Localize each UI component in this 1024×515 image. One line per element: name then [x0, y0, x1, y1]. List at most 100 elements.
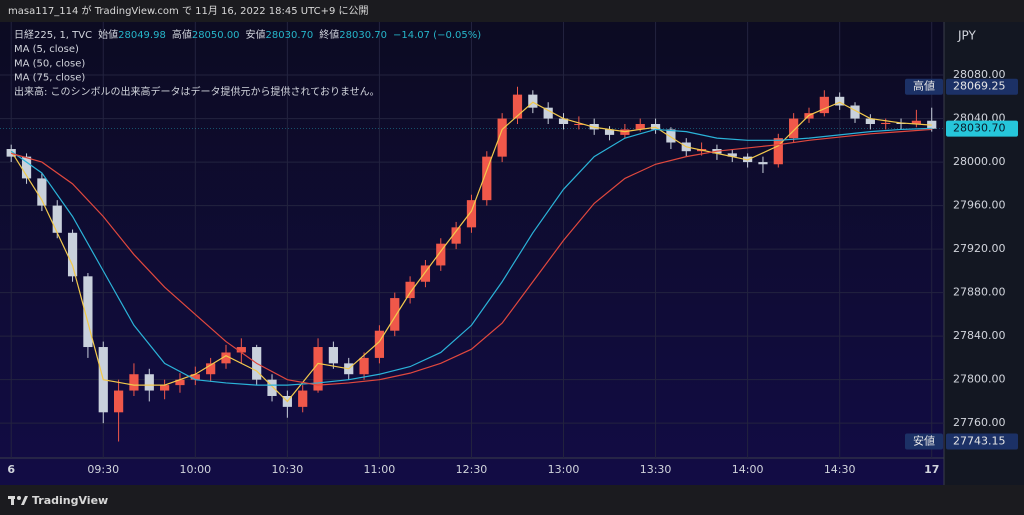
candle-body: [604, 129, 615, 135]
ohlc-legend: 日経225, 1, TVC 始値28049.98 高値28050.00 安値28030…: [14, 28, 481, 41]
candle-body: [436, 243, 446, 266]
candle-body: [773, 138, 783, 165]
legend-entry: MA (50, close): [14, 58, 85, 69]
legend-entry: MA (75, close): [14, 73, 85, 84]
candle-body: [727, 153, 737, 157]
candle-body: [789, 118, 799, 139]
candle-body: [83, 276, 93, 348]
candle-body: [451, 227, 461, 244]
marker-value-box: [946, 433, 1018, 450]
y-tick-label: 28000.00: [953, 155, 1006, 168]
marker-label: 安値: [913, 434, 935, 448]
ohlc-value: 28050.00: [192, 30, 240, 41]
ohlc-label: 安値: [246, 28, 266, 41]
change: −14.07 (−0.05%): [393, 30, 481, 41]
currency: JPY: [957, 29, 977, 43]
x-tick-label: 14:00: [732, 463, 764, 476]
candle-body: [313, 347, 323, 391]
candle-body: [819, 96, 829, 114]
ohlc-value: 28049.98: [118, 30, 166, 41]
x-tick-label: 09:30: [87, 463, 119, 476]
y-tick-label: 27800.00: [953, 373, 1006, 386]
publish-info: masa117_114 が TradingView.com で 11月 16, …: [8, 4, 369, 17]
candle-body: [113, 390, 124, 413]
candle-body: [850, 105, 860, 119]
x-tick-label: 13:00: [548, 463, 580, 476]
candle-body: [835, 96, 845, 106]
candle-body: [190, 374, 200, 380]
ohlc-label: 始値: [98, 28, 118, 41]
marker-label-box: [905, 433, 943, 450]
candle-body: [221, 352, 231, 364]
price-axis-background: [944, 22, 1024, 485]
candle-body: [635, 124, 645, 130]
last-price-box: [946, 120, 1018, 137]
volume-notice: 出来高: このシンボルの出来高データはデータ提供元から提供されておりません。: [14, 85, 380, 98]
candle-body: [374, 330, 385, 358]
candle-body: [528, 94, 538, 108]
y-tick-label: 27920.00: [953, 242, 1006, 255]
candle-body: [160, 385, 170, 391]
candle-body: [6, 149, 16, 157]
plot-background: [0, 22, 944, 485]
last-price-label: 28030.70: [953, 122, 1006, 135]
symbol: 日経225, 1, TVC: [14, 28, 92, 41]
ohlc-label: 高値: [172, 28, 192, 41]
y-tick-label: 27880.00: [953, 286, 1006, 299]
candle-body: [666, 129, 676, 143]
ohlc-label: 終値: [319, 28, 339, 41]
candle-body: [512, 94, 523, 119]
marker-label-box: [905, 78, 943, 95]
x-tick-label: 12:30: [456, 463, 488, 476]
ohlc-value: 28030.70: [339, 30, 387, 41]
candle-body: [497, 118, 507, 157]
marker-label: 高値: [913, 79, 935, 93]
ma-line: [11, 128, 932, 386]
x-tick-label: 10:30: [272, 463, 304, 476]
axes: 27760.00 27800.00 27840.00 27880.00 27920.00…: [7, 68, 1018, 476]
candle-body: [405, 281, 415, 299]
candle-body: [298, 390, 308, 407]
candle-body: [52, 205, 62, 233]
x-tick-label: 14:30: [824, 463, 856, 476]
candle-body: [911, 120, 921, 125]
candle-body: [359, 357, 369, 375]
x-tick-label: 6: [7, 463, 15, 476]
x-tick-label: 11:00: [364, 463, 396, 476]
plot: [0, 86, 944, 442]
y-tick-label: 27960.00: [953, 199, 1006, 212]
candle-body: [558, 118, 569, 125]
bottom-bar: [0, 485, 1024, 515]
tv-logo: [8, 496, 28, 505]
candle-body: [206, 363, 216, 375]
candle-body: [420, 265, 431, 282]
ma-line: [10, 101, 932, 403]
candle-body: [881, 122, 891, 125]
marker-value: 28069.25: [953, 80, 1006, 93]
candle-body: [543, 107, 553, 119]
candle-body: [21, 156, 32, 179]
x-tick-label: 13:30: [640, 463, 672, 476]
legend: MA (5, close) MA (50, close) MA (75, close…: [14, 44, 85, 84]
candle-body: [466, 200, 477, 228]
legend-entry: MA (5, close): [14, 44, 79, 55]
candle-body: [574, 124, 584, 126]
y-tick-label: 27840.00: [953, 329, 1006, 342]
candle-body: [37, 178, 47, 206]
candle-body: [758, 162, 768, 165]
top-bar: [0, 0, 1024, 22]
candle-body: [236, 347, 246, 353]
candle-body: [175, 379, 185, 386]
marker-value: 27743.15: [953, 435, 1006, 448]
candle-body: [328, 347, 338, 364]
candle-body: [67, 232, 78, 277]
candle-body: [144, 374, 154, 391]
y-tick-label: 28080.00: [953, 68, 1006, 81]
grid: [0, 22, 944, 458]
brand: TradingView: [32, 494, 108, 507]
candle-body: [865, 118, 875, 125]
ohlc-value: 28030.70: [266, 30, 314, 41]
candle-body: [482, 156, 492, 201]
